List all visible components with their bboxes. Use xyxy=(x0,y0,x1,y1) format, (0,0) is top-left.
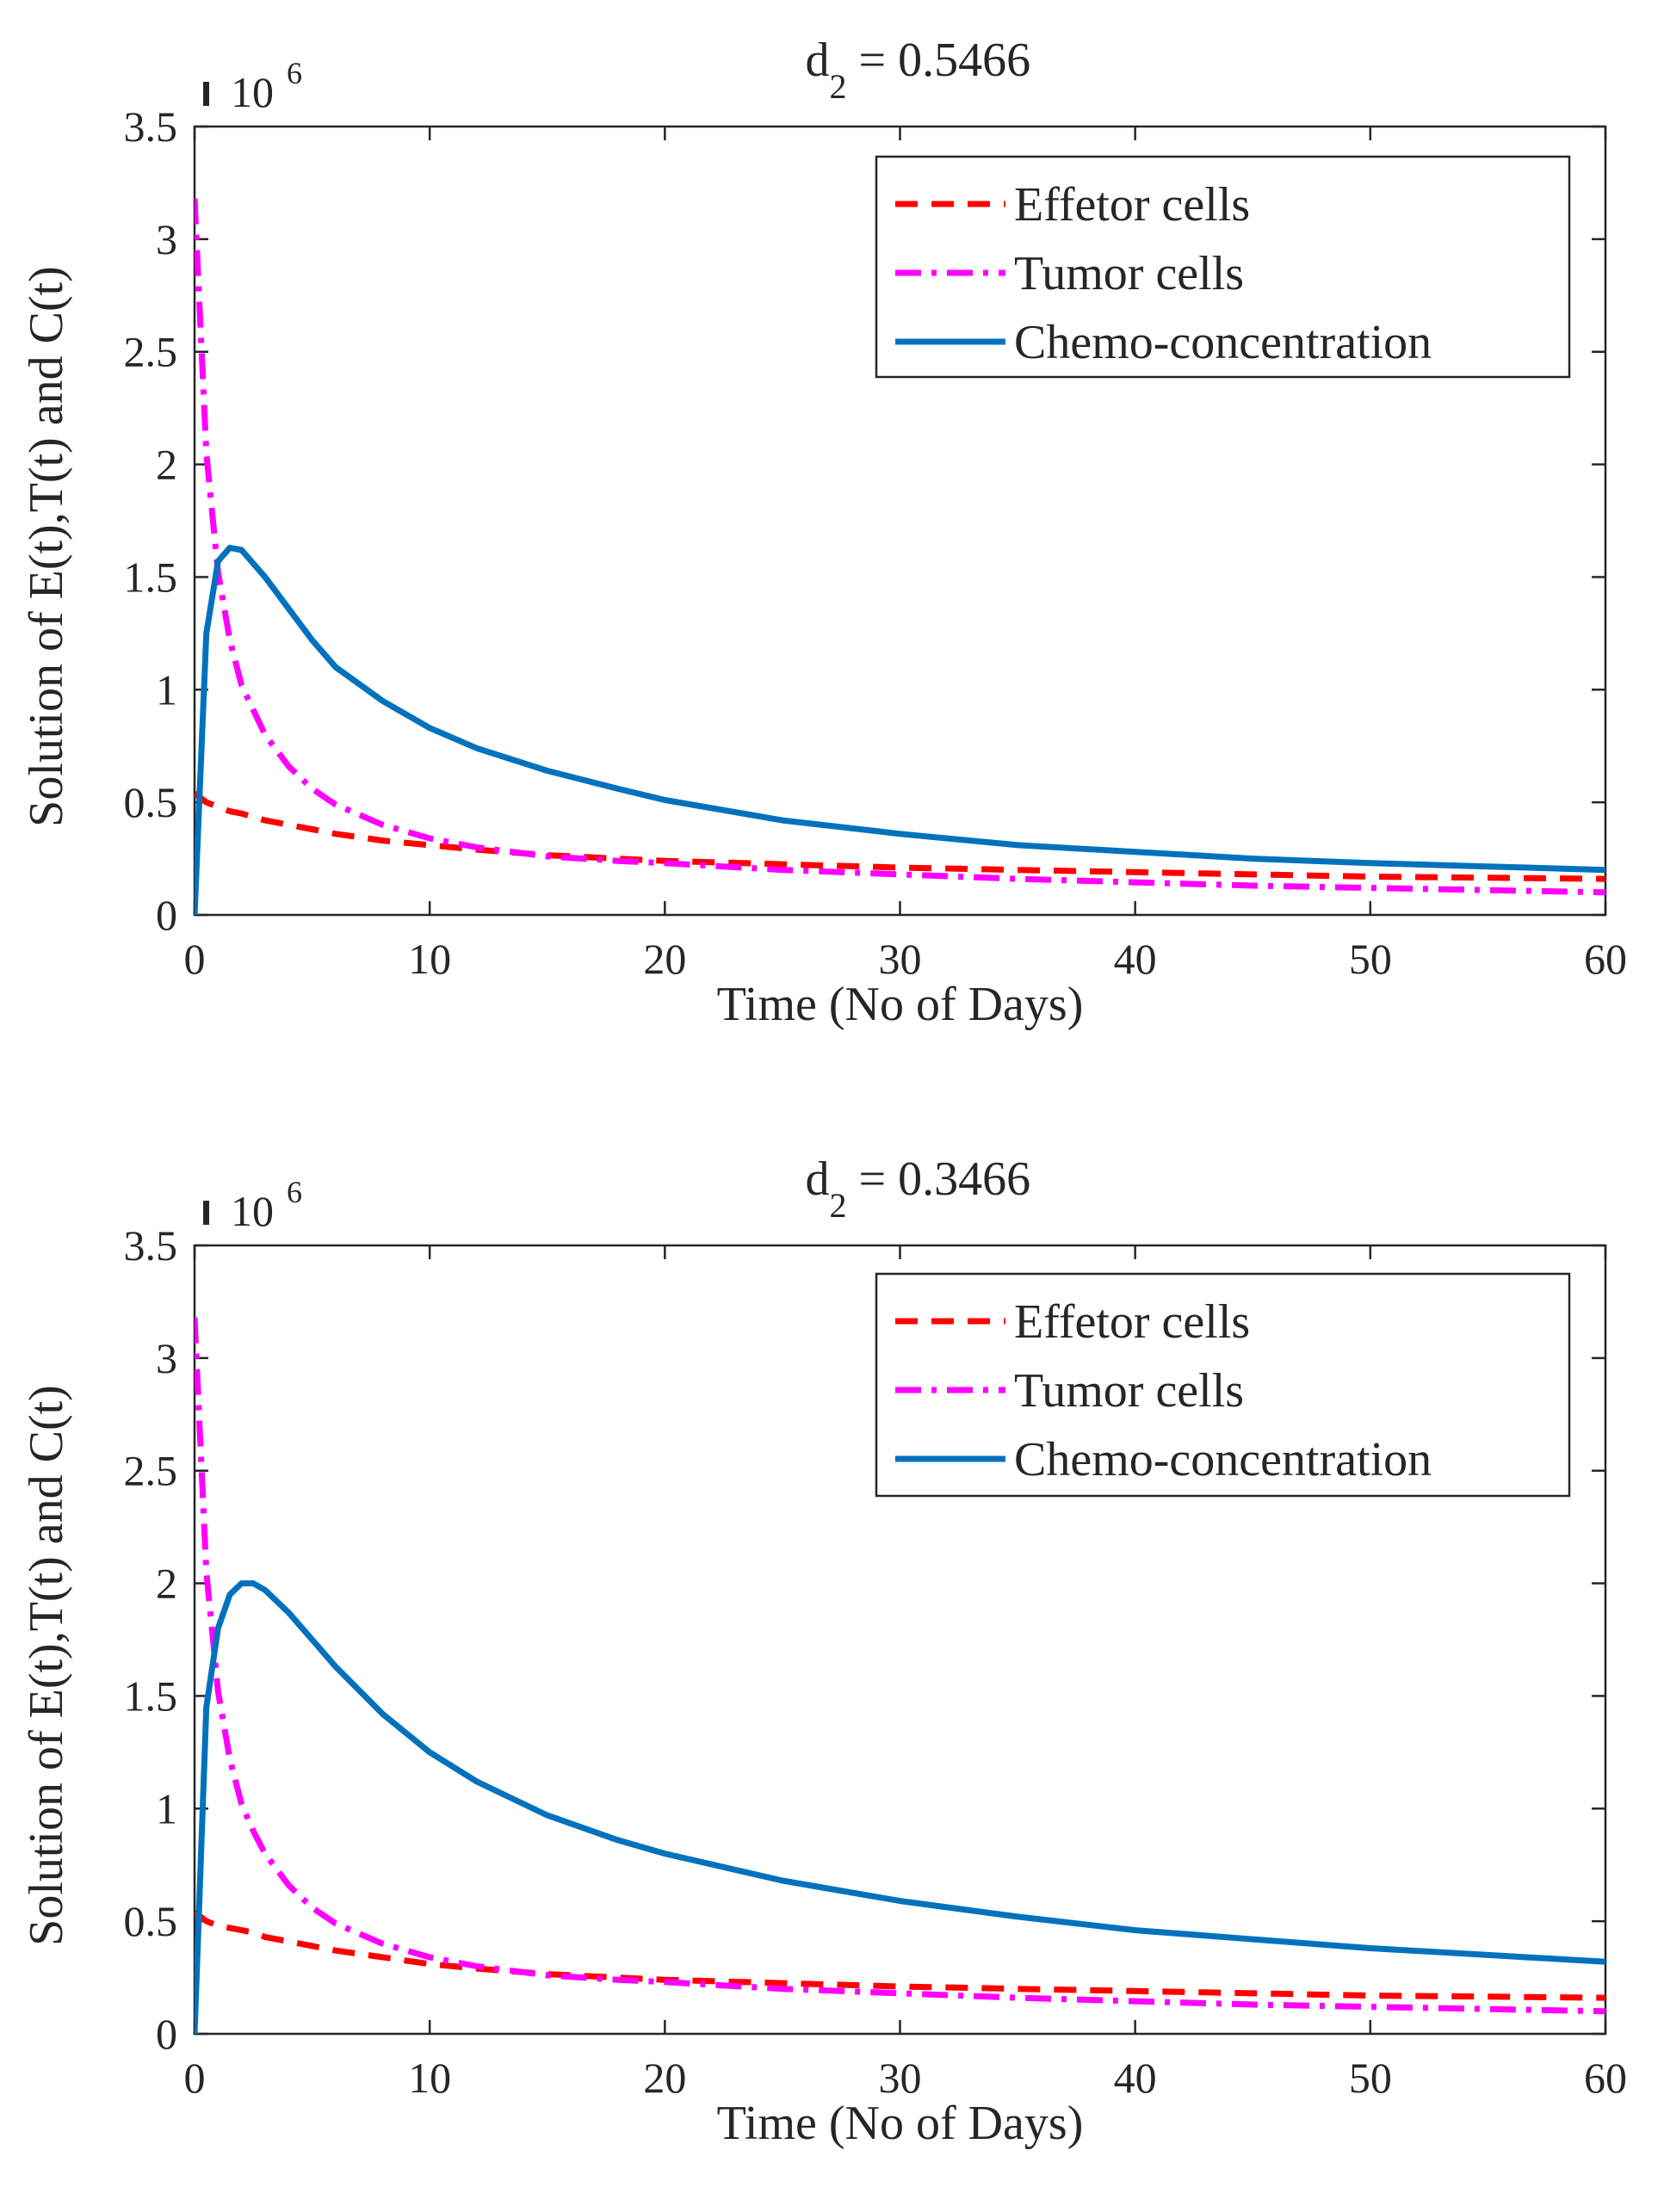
y-tick-label: 0 xyxy=(156,891,177,939)
x-tick-label: 20 xyxy=(643,935,686,983)
y-tick-label: 2.5 xyxy=(124,1447,178,1495)
exponent-marker xyxy=(203,82,209,106)
x-axis-label: Time (No of Days) xyxy=(717,2097,1084,2150)
series-line-3 xyxy=(195,1580,1605,2034)
y-axis-label: Solution of E(t),T(t) and C(t) xyxy=(20,266,73,827)
series-line-2 xyxy=(195,1317,1605,2015)
x-tick-label: 40 xyxy=(1114,935,1157,983)
x-tick-label: 40 xyxy=(1114,2054,1157,2102)
legend-label: Chemo-concentration xyxy=(1014,316,1432,369)
x-tick-label: 10 xyxy=(408,2054,451,2102)
exponent-label: 10 xyxy=(231,68,274,116)
title-subscript: 2 xyxy=(830,1186,847,1225)
y-tick-label: 1 xyxy=(156,665,177,714)
series-line-1 xyxy=(195,1909,1605,2001)
y-tick-label: 3.5 xyxy=(124,1221,178,1270)
y-tick-label: 2 xyxy=(156,441,177,489)
y-tick-label: 0.5 xyxy=(124,778,178,826)
x-tick-label: 10 xyxy=(408,935,451,983)
title-subscript: 2 xyxy=(830,67,847,106)
x-tick-label: 50 xyxy=(1349,2054,1392,2102)
title-main: d xyxy=(806,34,830,87)
x-tick-label: 20 xyxy=(643,2054,686,2102)
legend-label: Tumor cells xyxy=(1014,1364,1244,1418)
x-tick-label: 30 xyxy=(879,2054,922,2102)
legend: Effetor cells Tumor cells Chemo-concentrat… xyxy=(875,155,1571,379)
exponent-label: 10 xyxy=(231,1187,274,1235)
series-line-3 xyxy=(195,544,1605,915)
x-tick-label: 60 xyxy=(1584,935,1627,983)
y-tick-label: 0.5 xyxy=(124,1897,178,1945)
x-tick-label: 60 xyxy=(1584,2054,1627,2102)
y-tick-label: 2 xyxy=(156,1560,177,1608)
x-tick-label: 50 xyxy=(1349,935,1392,983)
legend: Effetor cells Tumor cells Chemo-concentrat… xyxy=(875,1272,1571,1498)
exponent-marker xyxy=(203,1201,209,1225)
series-group xyxy=(195,1317,1605,2034)
y-tick-label: 3.5 xyxy=(124,102,178,151)
legend-label: Effetor cells xyxy=(1014,1295,1250,1349)
y-tick-label: 3 xyxy=(156,1334,177,1382)
x-axis-label: Time (No of Days) xyxy=(717,978,1084,1031)
chart-title: d2 = 0.5466 xyxy=(806,34,1031,106)
legend-label: Tumor cells xyxy=(1014,247,1244,300)
x-tick-label: 0 xyxy=(184,935,206,983)
y-tick-label: 1 xyxy=(156,1784,177,1832)
chart-title: d2 = 0.3466 xyxy=(806,1152,1031,1225)
title-value: = 0.5466 xyxy=(847,34,1031,87)
y-tick-label: 1.5 xyxy=(124,1671,178,1720)
title-value: = 0.3466 xyxy=(847,1152,1031,1206)
exponent-power: 6 xyxy=(287,56,302,90)
y-tick-label: 0 xyxy=(156,2010,177,2058)
series-group xyxy=(195,198,1605,915)
y-tick-label: 1.5 xyxy=(124,553,178,601)
y-axis-label: Solution of E(t),T(t) and C(t) xyxy=(20,1385,73,1946)
x-tick-label: 0 xyxy=(184,2054,206,2102)
series-line-2 xyxy=(195,198,1605,896)
x-tick-label: 30 xyxy=(879,935,922,983)
y-tick-label: 3 xyxy=(156,215,177,263)
y-tick-label: 2.5 xyxy=(124,328,178,376)
exponent-power: 6 xyxy=(287,1175,302,1209)
legend-label: Effetor cells xyxy=(1014,178,1250,232)
legend-label: Chemo-concentration xyxy=(1014,1433,1432,1486)
title-main: d xyxy=(806,1152,830,1206)
